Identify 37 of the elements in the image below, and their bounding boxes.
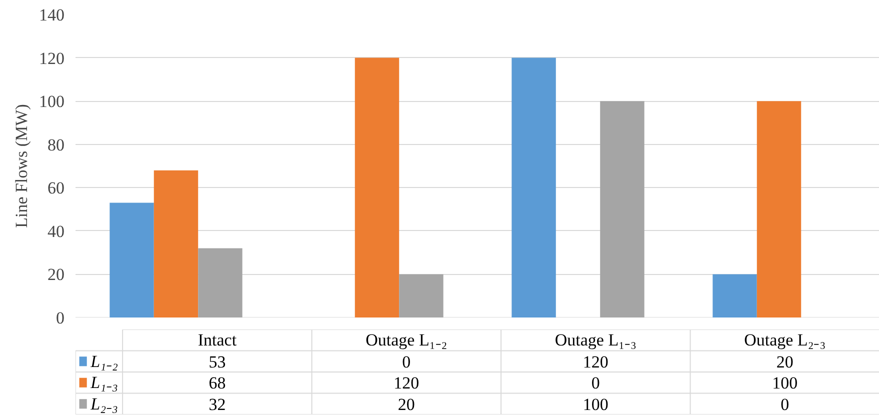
data-label: 32	[208, 394, 226, 414]
bar	[512, 58, 556, 318]
data-label: 120	[394, 374, 420, 393]
y-axis-title: Line Flows (MW)	[12, 104, 31, 228]
y-tick-label: 100	[39, 92, 64, 112]
x-tick-label: Intact	[198, 330, 237, 350]
data-label: 100	[772, 374, 798, 393]
bar	[110, 202, 154, 318]
y-tick-label: 80	[48, 135, 64, 154]
legend-label: L₂₋₃	[90, 394, 118, 414]
y-tick-label: 60	[48, 178, 64, 198]
x-tick-label: Outage L₂₋₃	[744, 330, 826, 350]
bar	[399, 274, 444, 318]
bar	[756, 101, 802, 318]
bar	[354, 58, 400, 318]
bar	[198, 248, 242, 318]
y-tick-label: 120	[39, 48, 64, 68]
x-tick-label: Outage L₁₋₂	[366, 330, 448, 350]
data-label: 0	[591, 374, 600, 393]
y-tick-label: 140	[39, 6, 64, 24]
data-label: 120	[582, 352, 608, 372]
y-tick-label: 40	[48, 222, 64, 241]
bar	[600, 101, 644, 318]
data-label: 100	[582, 394, 608, 414]
data-label: 20	[398, 394, 415, 414]
x-tick-label: Outage L₁₋₃	[554, 330, 637, 350]
legend-label: L₁₋₃	[90, 373, 118, 392]
bar	[154, 170, 198, 318]
data-label: 20	[776, 352, 794, 372]
y-tick-label: 20	[48, 265, 64, 284]
data-label: 53	[208, 352, 226, 372]
legend-label: L₁₋₂	[90, 352, 118, 371]
bar	[712, 274, 757, 318]
data-label: 0	[402, 352, 411, 372]
data-label: 68	[208, 374, 226, 393]
data-label: 0	[780, 394, 790, 414]
y-tick-label: 0	[56, 308, 64, 328]
